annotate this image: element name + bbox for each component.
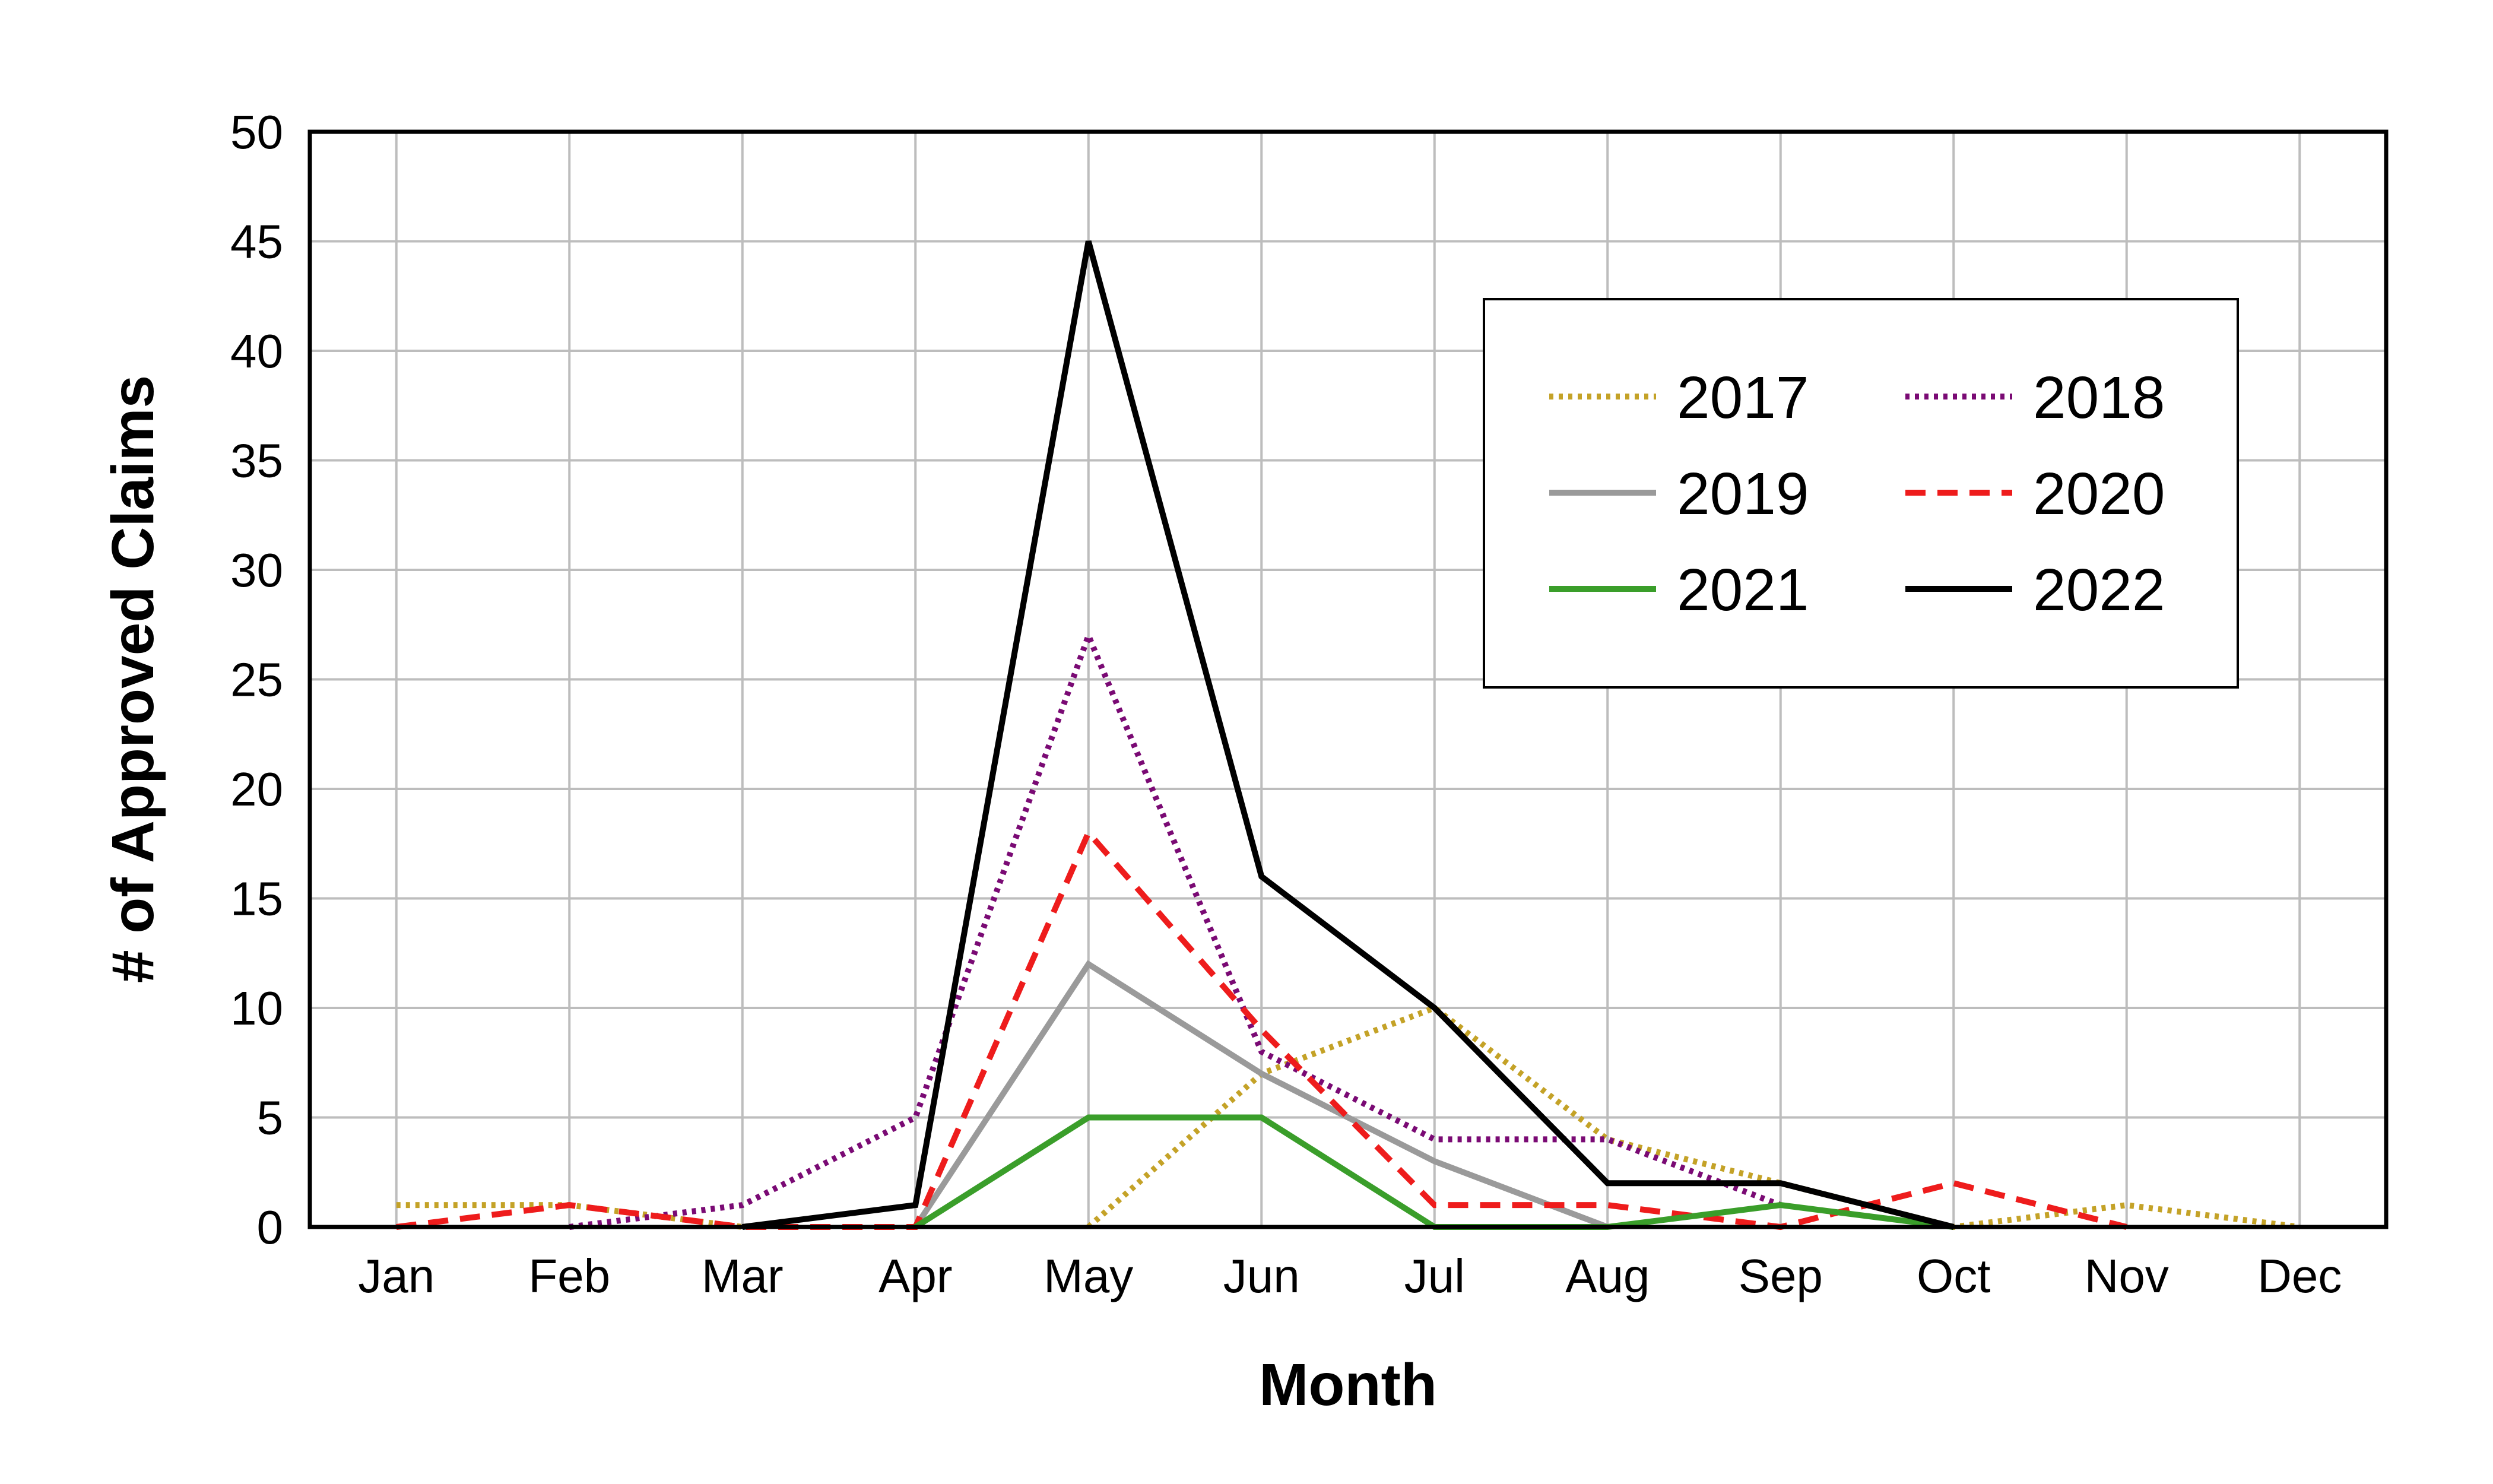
y-tick-label: 10 (230, 982, 283, 1035)
y-tick-label: 0 (257, 1201, 284, 1254)
x-tick-label: Oct (1917, 1250, 1990, 1302)
legend-label: 2018 (2033, 364, 2165, 431)
x-tick-label: Sep (1739, 1250, 1823, 1302)
series-line-2022 (742, 240, 1955, 1230)
legend: 2017 2018 2019 2020 2021 2022 (1483, 298, 2239, 689)
legend-label: 2019 (1677, 461, 1809, 527)
x-tick-label: Apr (878, 1250, 953, 1302)
series-2019 (913, 960, 1609, 1230)
legend-item-2018: 2018 (1905, 364, 2165, 431)
series-line-2019 (913, 960, 1609, 1230)
legend-item-2019: 2019 (1549, 461, 1809, 527)
y-tick-label: 5 (257, 1092, 284, 1144)
x-axis-title: Month (1259, 1352, 1437, 1418)
x-tick-label: Jun (1223, 1250, 1300, 1302)
series-2018 (569, 627, 1782, 1230)
x-tick-label: Mar (702, 1250, 784, 1302)
y-tick-label: 50 (230, 106, 283, 158)
y-tick-label: 30 (230, 544, 283, 597)
series-line-2017 (1086, 1004, 2300, 1231)
legend-label: 2022 (2033, 557, 2165, 623)
y-tick-label: 25 (230, 654, 283, 706)
legend-item-2020: 2020 (1905, 461, 2165, 527)
x-tick-label: Jan (358, 1250, 434, 1302)
legend-item-2021: 2021 (1549, 557, 1809, 623)
y-tick-label: 45 (230, 215, 283, 268)
series-2022 (742, 240, 1955, 1230)
y-tick-label: 15 (230, 873, 283, 925)
x-tick-label: Nov (2085, 1250, 2169, 1302)
x-tick-label: Dec (2257, 1250, 2342, 1302)
y-tick-label: 40 (230, 325, 283, 378)
legend-label: 2020 (2033, 461, 2165, 527)
x-tick-label: Aug (1565, 1250, 1650, 1302)
x-tick-label: Feb (528, 1250, 610, 1302)
legend-items: 2017 2018 2019 2020 2021 2022 (1549, 364, 2165, 623)
x-tick-label: May (1043, 1250, 1133, 1302)
legend-label: 2021 (1677, 557, 1809, 623)
x-tick-label: Jul (1404, 1250, 1465, 1302)
x-axis-ticks: Jan Feb Mar Apr May Jun Jul Aug Sep Oct Nov Dec (358, 1250, 2342, 1302)
y-tick-label: 35 (230, 435, 283, 487)
legend-item-2017: 2017 (1549, 364, 1809, 431)
y-tick-label: 20 (230, 763, 283, 816)
y-axis-title: # of Approved Claims (100, 375, 166, 983)
plot-frame (307, 129, 2389, 1229)
y-axis-ticks: 0 5 10 15 20 25 30 35 40 45 50 (230, 106, 283, 1254)
series-line-2018 (569, 627, 1782, 1230)
legend-label: 2017 (1677, 364, 1809, 431)
legend-item-2022: 2022 (1905, 557, 2165, 623)
